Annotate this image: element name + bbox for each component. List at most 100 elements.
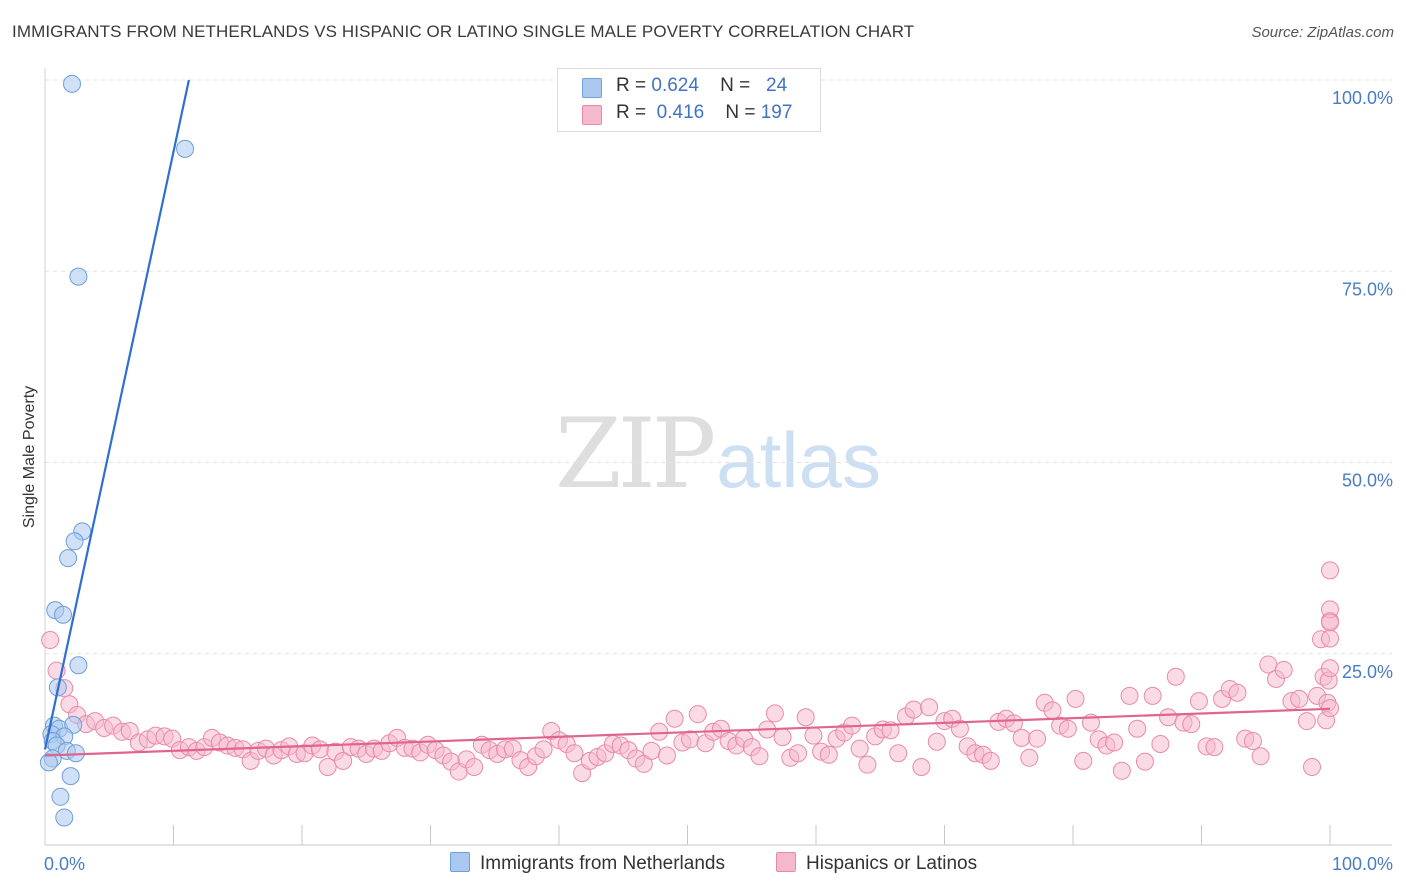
hispanics-point xyxy=(534,740,553,759)
hispanics-point xyxy=(912,757,931,776)
hispanics-point xyxy=(318,757,337,776)
hispanics-point xyxy=(565,744,584,763)
chart-title: IMMIGRANTS FROM NETHERLANDS VS HISPANIC … xyxy=(12,22,915,41)
y-tick-label: 75.0% xyxy=(1342,279,1393,299)
series-swatch-pink xyxy=(776,852,796,872)
hispanics-point xyxy=(1012,728,1031,747)
hispanics-point xyxy=(850,739,869,758)
hispanics-point xyxy=(981,751,1000,770)
hispanics-point xyxy=(310,740,329,759)
tick-labels: 25.0% 50.0% 75.0% 100.0% 0.0% 100.0% xyxy=(44,88,1393,874)
y-tick-label: 100.0% xyxy=(1332,88,1393,108)
hispanics-point xyxy=(1321,613,1339,632)
y-tick-label: 25.0% xyxy=(1342,662,1393,682)
hispanics-point xyxy=(1143,686,1162,705)
hispanics-point xyxy=(1074,751,1093,770)
hispanics-point xyxy=(1058,719,1077,738)
hispanics-point xyxy=(1066,689,1085,708)
trend-lines xyxy=(43,79,1331,757)
watermark-zip: ZIP xyxy=(555,398,716,510)
netherlands-point xyxy=(69,267,88,286)
hispanics-point xyxy=(1105,733,1124,752)
netherlands-point xyxy=(59,549,78,568)
netherlands-trend-line xyxy=(43,79,190,750)
netherlands-point xyxy=(69,656,88,675)
hispanics-point xyxy=(1120,686,1139,705)
hispanics-point xyxy=(681,730,700,749)
hispanics-point xyxy=(334,751,353,770)
hispanics-point xyxy=(750,747,769,766)
legend-text-hispanics: R = 0.416 N = 197 xyxy=(616,102,792,124)
netherlands-points xyxy=(39,74,195,827)
hispanics-point xyxy=(773,728,792,747)
hispanics-point xyxy=(1321,561,1339,580)
source-credit: Source: ZipAtlas.com xyxy=(1251,24,1394,41)
hispanics-point xyxy=(650,722,669,741)
y-tick-label: 50.0% xyxy=(1342,471,1393,491)
hispanics-point xyxy=(789,744,808,763)
hispanics-point xyxy=(688,705,707,724)
series-name-netherlands: Immigrants from Netherlands xyxy=(480,853,725,874)
legend-r-value: 0.624 xyxy=(651,75,699,96)
hispanics-point xyxy=(796,708,815,727)
legend-swatch-blue xyxy=(582,78,602,98)
legend-r-label: R = xyxy=(616,75,647,96)
gridlines xyxy=(45,79,1392,655)
legend-n-value: 24 xyxy=(766,75,788,96)
hispanics-point xyxy=(1205,738,1224,757)
series-legend-netherlands: Immigrants from Netherlands xyxy=(450,852,725,875)
legend-n-label: N = xyxy=(720,75,751,96)
watermark: ZIPatlas xyxy=(555,398,881,510)
hispanics-point xyxy=(889,744,908,763)
netherlands-point xyxy=(61,767,80,786)
hispanics-point xyxy=(927,732,946,751)
hispanics-point xyxy=(858,755,877,774)
hispanics-point xyxy=(1321,659,1339,678)
hispanics-point xyxy=(657,746,676,765)
netherlands-point xyxy=(53,605,72,624)
netherlands-point xyxy=(39,753,58,772)
legend-text-netherlands: R = 0.624 N = 24 xyxy=(616,75,787,97)
hispanics-point xyxy=(1321,629,1339,648)
hispanics-point xyxy=(765,704,784,723)
hispanics-trend-line xyxy=(44,707,1331,757)
hispanics-point xyxy=(904,700,923,719)
hispanics-point xyxy=(1166,667,1185,686)
netherlands-point xyxy=(62,74,81,93)
hispanics-point xyxy=(1020,748,1039,767)
hispanics-point xyxy=(1159,708,1178,727)
x-tick-label: 100.0% xyxy=(1332,854,1393,874)
correlation-legend: R = 0.624 N = 24 R = 0.416 N = 197 xyxy=(557,68,821,132)
hispanics-point xyxy=(642,741,661,760)
series-name-hispanics: Hispanics or Latinos xyxy=(806,853,978,874)
netherlands-point xyxy=(65,532,84,551)
hispanics-point xyxy=(665,709,684,728)
hispanics-point xyxy=(1028,729,1047,748)
x-tick-label: 0.0% xyxy=(44,854,85,874)
netherlands-point xyxy=(176,139,195,158)
legend-r-value: 0.416 xyxy=(656,102,705,123)
hispanics-point xyxy=(1297,712,1316,731)
hispanics-point xyxy=(1303,757,1322,776)
axes xyxy=(44,68,1392,846)
hispanics-point xyxy=(804,726,823,745)
legend-n-value: 197 xyxy=(760,102,793,123)
legend-r-label: R = xyxy=(616,102,647,123)
hispanics-point xyxy=(1151,735,1170,754)
netherlands-point xyxy=(55,808,74,827)
hispanics-point xyxy=(1128,719,1147,738)
hispanics-point xyxy=(1290,689,1309,708)
series-swatch-blue xyxy=(450,852,470,872)
legend-n-label: N = xyxy=(725,102,756,123)
hispanics-point xyxy=(465,757,484,776)
hispanics-point xyxy=(1112,761,1131,780)
legend-swatch-pink xyxy=(582,105,602,125)
watermark-atlas: atlas xyxy=(716,416,881,504)
hispanics-point xyxy=(1189,692,1208,711)
hispanics-point xyxy=(1251,747,1270,766)
hispanics-point xyxy=(1182,715,1201,734)
hispanics-point xyxy=(1243,731,1262,750)
hispanics-point xyxy=(1228,683,1247,702)
hispanics-point xyxy=(920,698,939,717)
